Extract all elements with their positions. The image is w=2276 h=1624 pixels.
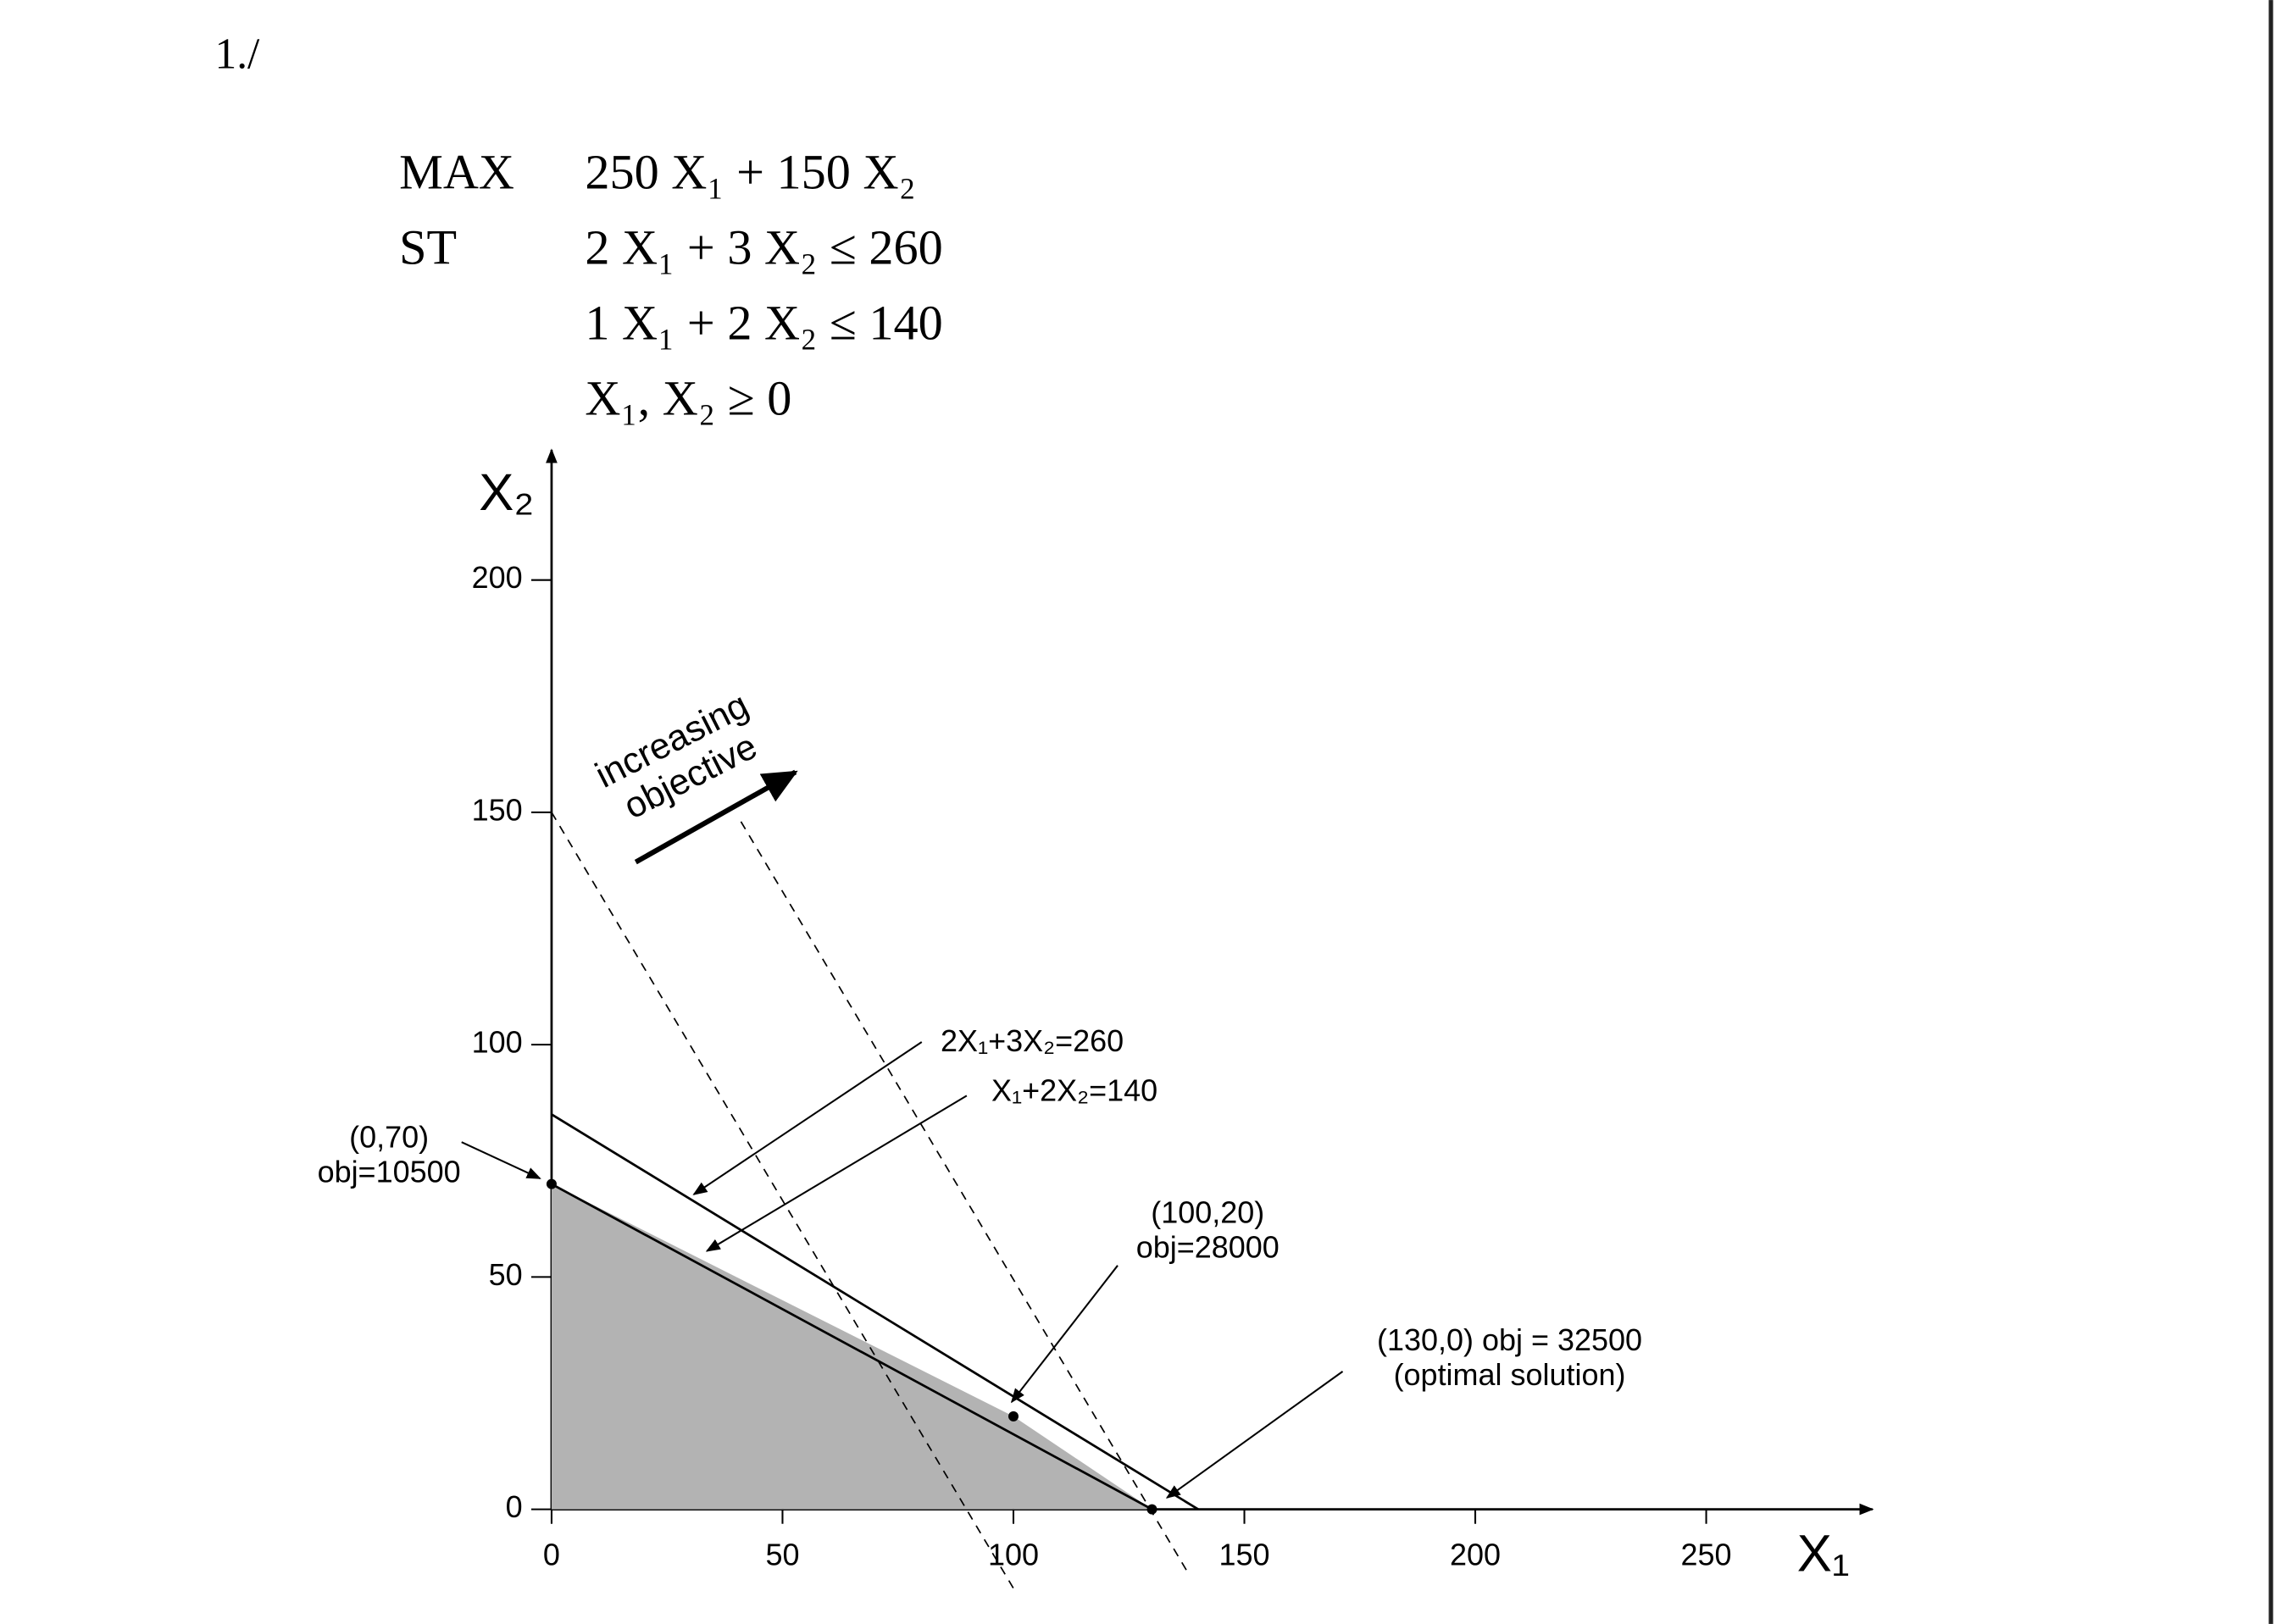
annotation: obj=10500 bbox=[318, 1154, 461, 1189]
objective-line bbox=[740, 821, 1190, 1575]
y-tick-label: 100 bbox=[472, 1025, 523, 1060]
corner-point bbox=[1008, 1411, 1019, 1422]
y-tick-label: 150 bbox=[472, 792, 523, 827]
row-expr: 1 X₁ + 2 X₂ ≤ 140 bbox=[585, 296, 942, 351]
x-tick-label: 100 bbox=[988, 1538, 1039, 1572]
x-tick-label: 250 bbox=[1681, 1538, 1732, 1572]
annotation: (130,0) obj = 32500 bbox=[1377, 1322, 1642, 1357]
y-tick-label: 0 bbox=[506, 1489, 523, 1524]
x-tick-label: 150 bbox=[1219, 1538, 1270, 1572]
x-tick-label: 50 bbox=[765, 1538, 799, 1572]
constraint-line bbox=[551, 1183, 1153, 1510]
page-edge bbox=[2268, 0, 2273, 1624]
annotation: (100,20) bbox=[1151, 1194, 1264, 1229]
corner-point bbox=[546, 1178, 557, 1189]
row-expr: 250 X₁ + 150 X₂ bbox=[585, 144, 915, 199]
y-axis-label: X₂ bbox=[479, 463, 534, 522]
y-tick-label: 50 bbox=[489, 1257, 523, 1292]
row-label: MAX bbox=[399, 144, 514, 199]
row-expr: 2 X₁ + 3 X₂ ≤ 260 bbox=[585, 219, 942, 274]
constraint-label: X₁+2X₂=140 bbox=[991, 1073, 1157, 1107]
objective-line bbox=[551, 812, 1014, 1589]
label-arrow bbox=[705, 1095, 968, 1252]
formulation: MAX 250 X₁ + 150 X₂ ST 2 X₁ + 3 X₂ ≤ 260… bbox=[399, 144, 943, 425]
corner-point bbox=[1146, 1504, 1157, 1515]
annotation-arrow bbox=[1165, 1371, 1344, 1499]
row-expr: X₁, X₂ ≥ 0 bbox=[585, 371, 791, 426]
plot: 0 50 100 150 200 250 0 50 100 150 200 X₁ X₂ 2X₁+3X₂=2… bbox=[318, 448, 1874, 1589]
x-tick-label: 0 bbox=[543, 1538, 560, 1572]
annotation-arrow bbox=[1010, 1265, 1119, 1404]
y-tick-label: 200 bbox=[472, 560, 523, 595]
annotation: (0,70) bbox=[349, 1119, 429, 1154]
constraint-line bbox=[551, 1113, 1199, 1510]
row-label: ST bbox=[399, 219, 457, 274]
annotation: obj=28000 bbox=[1136, 1229, 1280, 1264]
x-axis-label: X₁ bbox=[1797, 1524, 1850, 1582]
annotation-arrow bbox=[461, 1141, 541, 1179]
label-arrow bbox=[692, 1041, 923, 1195]
constraint-label: 2X₁+3X₂=260 bbox=[941, 1023, 1124, 1058]
heading: 1./ bbox=[215, 30, 261, 78]
annotation: (optimal solution) bbox=[1394, 1357, 1626, 1392]
direction-arrow bbox=[634, 769, 798, 865]
x-tick-label: 200 bbox=[1450, 1538, 1501, 1572]
